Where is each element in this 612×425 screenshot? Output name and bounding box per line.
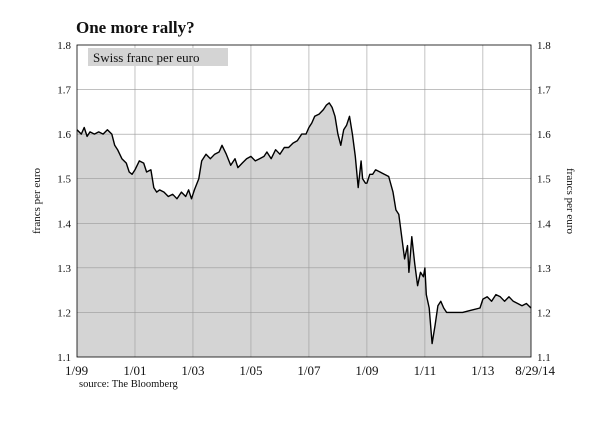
x-tick-label: 1/05: [239, 363, 262, 378]
x-tick-label: 8/29/14: [515, 363, 555, 378]
y-tick-label-left: 1.3: [57, 263, 71, 275]
y-tick-label-left: 1.4: [57, 218, 71, 230]
y-tick-label-right: 1.4: [537, 218, 551, 230]
x-tick-label: 1/07: [297, 363, 321, 378]
x-axis: 1/99 1/01 1/03 1/05 1/07 1/09 1/11 1/13 8/29/14: [65, 363, 555, 378]
chart-title: One more rally?: [76, 18, 195, 37]
x-tick-label: 1/13: [471, 363, 494, 378]
y-axis-label-right: francs per euro: [564, 168, 576, 234]
y-tick-label-right: 1.6: [537, 129, 551, 141]
y-tick-label-left: 1.6: [57, 129, 71, 141]
y-tick-label-right: 1.3: [537, 263, 551, 275]
y-tick-label-right: 1.1: [537, 352, 551, 364]
y-tick-label-right: 1.2: [537, 307, 551, 319]
area-fill: [77, 102, 531, 358]
y-tick-label-right: 1.7: [537, 85, 551, 97]
y-axis-label-left: francs per euro: [31, 168, 43, 234]
y-tick-label-left: 1.5: [57, 174, 71, 186]
x-tick-label: 1/01: [123, 363, 146, 378]
x-tick-label: 1/99: [65, 363, 88, 378]
y-tick-label-left: 1.2: [57, 307, 71, 319]
source-note: source: The Bloomberg: [79, 379, 179, 390]
x-tick-label: 1/09: [355, 363, 378, 378]
plot-area: [76, 44, 532, 358]
y-axis-right: 1.1 1.2 1.3 1.4 1.5 1.6 1.7 1.8: [537, 40, 551, 364]
y-axis-left: 1.1 1.2 1.3 1.4 1.5 1.6 1.7 1.8: [57, 40, 71, 364]
y-tick-label-right: 1.8: [537, 40, 551, 52]
y-tick-label-left: 1.1: [57, 352, 71, 364]
y-tick-label-left: 1.8: [57, 40, 71, 52]
subtitle-background: [88, 48, 228, 66]
y-tick-label-left: 1.7: [57, 85, 71, 97]
x-tick-label: 1/03: [181, 363, 204, 378]
plot-frame: [76, 44, 532, 358]
y-tick-label-right: 1.5: [537, 174, 551, 186]
x-tick-label: 1/11: [414, 363, 437, 378]
chart-subtitle: Swiss franc per euro: [93, 50, 200, 65]
series-line: [76, 102, 532, 345]
